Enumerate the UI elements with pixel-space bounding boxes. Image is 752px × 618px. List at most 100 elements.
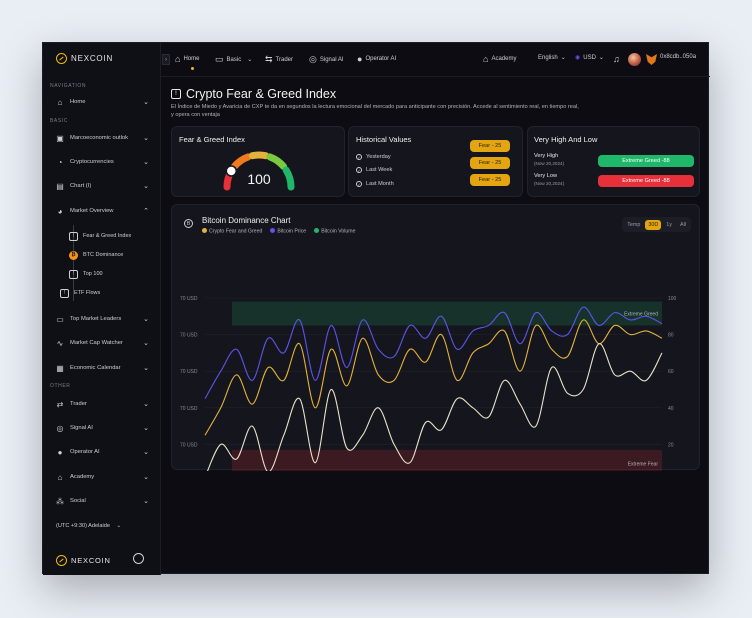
bottom-logo[interactable]: NEXCOIN: [56, 555, 111, 566]
chevron-down-icon: ⌄: [143, 159, 149, 166]
user-icon: ●: [57, 447, 63, 457]
sidebar-item-label: Signal AI: [70, 425, 93, 431]
tab-basic[interactable]: ▭ Basic ⌄: [215, 54, 252, 65]
tab-operator-ai[interactable]: ● Operator AI: [357, 54, 396, 64]
band-label: Extreme Fear: [628, 462, 659, 468]
sidebar-item-macroeconomic[interactable]: ▣ Marcoeconomic outlok ⌄: [55, 129, 151, 147]
chevron-down-icon: ⌄: [247, 57, 253, 63]
notifications-button[interactable]: ♫: [613, 54, 620, 64]
page-description-line: El Índice de Miedo y Avaricia de CXP te …: [171, 104, 579, 110]
fear-greed-gauge: [223, 151, 295, 191]
metamask-fox-icon: [646, 54, 657, 65]
tab-trader-label: Trader: [275, 56, 293, 63]
sidebar-subitem-top100[interactable]: ! Top 100: [69, 267, 103, 281]
sidebar-item-label: Market Cap Watcher: [70, 340, 123, 346]
y-right-tick-label: 100: [668, 296, 677, 302]
sidebar-item-social[interactable]: ⁂ Social ⌄: [55, 492, 151, 510]
chevron-down-icon: ⌄: [143, 449, 149, 456]
tab-signal-ai-label: Signal AI: [319, 56, 344, 63]
timezone-select[interactable]: (UTC +9:30) Adelaide ⌄: [56, 523, 121, 529]
tab-trader[interactable]: ⇆ Trader: [265, 54, 293, 65]
historical-label: Last Month: [366, 181, 394, 187]
wallet-label: 0x8cdb..050a: [660, 54, 697, 60]
range-tab-30d[interactable]: 30D: [645, 219, 662, 230]
y-left-tick-label: 70 USD: [180, 369, 198, 375]
historical-title: Historical Values: [356, 135, 412, 144]
gauge-segment-neutral: [248, 151, 270, 160]
wallet-address[interactable]: 0x8cdb..050a: [660, 54, 696, 60]
legend-item-bitcoin-price[interactable]: Bitcoin Price: [270, 228, 306, 235]
tab-operator-ai-label: Operator AI: [365, 56, 397, 62]
chevron-up-icon: ⌃: [143, 208, 149, 215]
legend-item-bitcoin-volume[interactable]: Bitcoin Volume: [314, 228, 356, 235]
very-low-label: Very Low: [534, 173, 558, 179]
logo-text: NEXCOIN: [71, 54, 114, 63]
chart-legend: Crypto Fear and Greed Bitcoin Price Bitc…: [202, 228, 356, 235]
legend-item-fear-greed[interactable]: Crypto Fear and Greed: [202, 228, 262, 235]
bell-icon: ◔: [57, 157, 63, 167]
sidebar-item-trader[interactable]: ⇄ Trader ⌄: [55, 395, 151, 413]
gauge-segment-greed: [266, 153, 288, 170]
currency-icon: ◉: [575, 55, 581, 61]
bitcoin-outline-icon: B: [184, 219, 193, 228]
check-circle-icon: ✓: [356, 154, 362, 160]
home-icon: ⌂: [175, 54, 181, 64]
page-title-text: Crypto Fear & Greed Index: [186, 87, 337, 101]
logo[interactable]: NEXCOIN: [56, 53, 113, 64]
historical-row-last-month: ✓ Last Month: [356, 181, 394, 187]
card-icon: ▭: [215, 54, 224, 64]
sidebar-toggle-button[interactable]: ›: [162, 54, 170, 65]
gear-icon[interactable]: [133, 553, 144, 564]
sidebar-item-label: Marcoeconomic outlok: [70, 135, 128, 141]
tab-signal-ai[interactable]: ◎ Signal AI: [309, 54, 344, 65]
range-tab-1y[interactable]: 1y: [666, 221, 672, 228]
currency-select[interactable]: ◉ USD ⌄: [575, 54, 604, 62]
chevron-down-icon: ⌄: [143, 401, 149, 408]
sidebar-item-cryptocurrencies[interactable]: ◔ Cryptocurrencies ⌄: [55, 153, 151, 171]
y-right-tick-label: 40: [668, 406, 674, 412]
chevron-down-icon: ⌄: [143, 316, 149, 323]
sidebar-subitem-fear-greed[interactable]: ! Fear & Greed Index: [69, 229, 131, 243]
very-low-date: (Now 20,2024): [534, 181, 565, 186]
sidebar-subitem-label: ETF Flows: [74, 290, 101, 296]
language-select[interactable]: English ⌄: [538, 54, 566, 62]
sidebar-subitem-etf-flows[interactable]: ! ETF Flows: [60, 286, 100, 300]
band-label: Extreme Greed: [624, 312, 658, 318]
range-tab-all[interactable]: All: [680, 221, 686, 228]
fear-greed-value: 100: [247, 171, 271, 187]
sidebar-item-economic-calendar[interactable]: ▦ Economic Calendar ⌄: [55, 359, 151, 377]
tab-home-label: Home: [183, 56, 200, 62]
range-tabs: Temp 30D 1y All: [622, 217, 691, 232]
pulse-icon: ∿: [56, 338, 64, 348]
sidebar-item-academy[interactable]: ⌂ Academy ⌄: [55, 468, 151, 486]
y-right-tick-label: 80: [668, 333, 674, 339]
range-tab-temp[interactable]: Temp: [627, 221, 641, 228]
sidebar-item-home[interactable]: ⌂ Home ⌄: [55, 93, 151, 111]
sidebar-item-label: Economic Calendar: [70, 365, 121, 371]
sidebar-item-chart[interactable]: ▤ Chart (I) ⌄: [55, 177, 151, 195]
sidebar-item-market-overview[interactable]: ◕ Market Overview ⌃: [55, 202, 151, 220]
historical-value-last-week-pill: Fear - 25: [470, 157, 510, 169]
section-navigation: NAVIGATION: [50, 83, 87, 89]
chevron-down-icon: ⌄: [143, 425, 149, 432]
home-icon: ⌂: [57, 97, 63, 107]
chevron-down-icon: ⌄: [116, 523, 122, 529]
legend-label: Bitcoin Volume: [321, 228, 356, 235]
sidebar-item-signal-ai[interactable]: ◎ Signal AI ⌄: [55, 419, 151, 437]
arrows-icon: ⇆: [265, 54, 273, 64]
academy-link[interactable]: ⌂ Academy: [483, 54, 516, 64]
chevron-down-icon: ⌄: [598, 55, 604, 61]
legend-dot: [202, 228, 207, 233]
avatar[interactable]: [628, 53, 641, 66]
tab-home[interactable]: ⌂ Home: [175, 54, 199, 64]
chevron-down-icon: ⌄: [143, 99, 149, 106]
sidebar-item-top-market-leaders[interactable]: ▭ Top Market Leaders ⌄: [55, 310, 151, 328]
y-left-tick-label: 70 USD: [180, 296, 198, 302]
sidebar-item-market-cap-watcher[interactable]: ∿ Market Cap Watcher ⌄: [55, 334, 151, 352]
sidebar-subitem-label: Fear & Greed Index: [83, 233, 132, 239]
pie-chart-icon: ◕: [57, 206, 63, 216]
sidebar-item-operator-ai[interactable]: ● Operator AI ⌄: [55, 443, 151, 461]
sidebar-subitem-btc-dominance[interactable]: ₿ BTC Dominance: [69, 248, 123, 262]
sidebar-item-label: Market Overview: [70, 208, 114, 214]
sidebar-item-label: Social: [70, 498, 86, 504]
